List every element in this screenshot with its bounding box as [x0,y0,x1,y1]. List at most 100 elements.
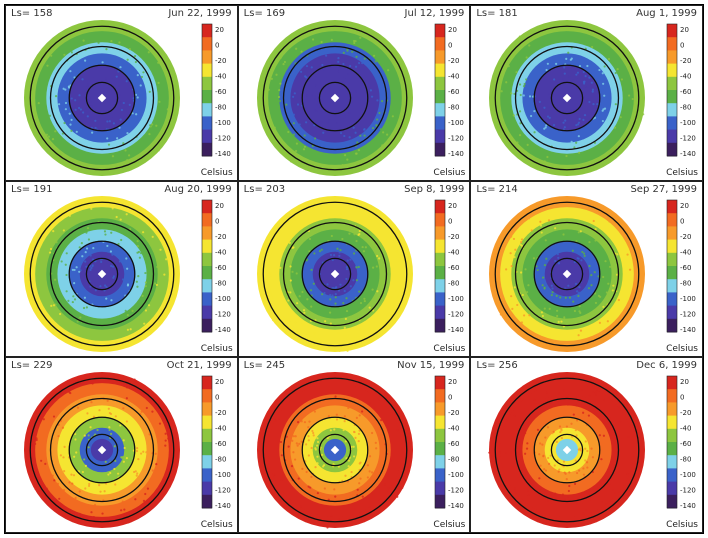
data-speckle [78,490,81,493]
data-speckle [339,283,342,286]
data-speckle [101,61,104,64]
data-speckle [307,454,310,457]
data-speckle [98,115,101,118]
colorbar-unit: Celsius [666,168,698,178]
data-speckle [312,252,316,255]
data-speckle [320,63,324,67]
data-speckle [539,100,542,104]
data-speckle [135,449,139,453]
data-speckle [519,93,523,97]
data-speckle [54,95,58,98]
data-speckle [332,488,336,491]
colorbar-tick-label: -40 [215,249,226,257]
colorbar-unit: Celsius [666,344,698,354]
data-speckle [94,289,97,292]
data-speckle [348,111,351,114]
data-speckle [570,80,573,83]
data-speckle [32,272,35,275]
data-speckle [38,479,41,482]
data-speckle [500,90,504,93]
colorbar-segment [434,415,445,430]
data-speckle [307,435,310,438]
data-speckle [56,482,60,485]
data-speckle [594,391,597,395]
colorbar-tick-label: -80 [680,104,691,112]
data-speckle [558,468,561,471]
data-speckle [328,311,331,314]
data-speckle [387,148,390,151]
data-speckle [308,237,311,241]
data-speckle [76,406,80,409]
data-speckle [528,217,531,220]
latitude-circle [68,240,136,308]
data-speckle [385,239,388,243]
data-speckle [92,515,95,519]
data-speckle [383,483,386,486]
data-speckle [339,212,342,215]
latitude-circle [515,397,620,503]
data-speckle [592,103,595,106]
data-speckle [89,426,92,429]
data-speckle [327,415,330,418]
data-speckle [84,487,87,490]
data-speckle [74,438,77,441]
data-speckle [98,484,101,487]
colorbar-segment [202,468,212,483]
data-speckle [149,124,152,127]
colorbar-tick-label: -140 [215,502,231,510]
data-speckle [623,312,626,316]
data-speckle [157,149,160,152]
data-speckle [70,51,73,54]
colorbar-frame [667,199,678,333]
data-speckle [359,512,362,515]
data-speckle [556,309,559,312]
colorbar-segment [667,37,678,51]
data-speckle [547,456,550,460]
latitude-circle [551,81,584,115]
data-speckle [320,120,323,124]
data-speckle [542,455,545,458]
data-speckle [332,428,336,431]
data-speckle [617,405,621,408]
data-speckle [528,314,531,317]
data-speckle [332,287,335,290]
data-speckle [590,284,593,287]
data-speckle [505,451,508,455]
data-speckle [84,464,88,467]
data-speckle [345,297,348,300]
data-speckle [300,420,303,423]
data-speckle [618,298,621,302]
data-speckle [280,479,283,482]
colorbar-tick-label: 20 [215,202,224,210]
data-speckle [63,445,66,448]
data-speckle [562,493,565,496]
data-speckle [375,290,379,293]
data-speckle [45,133,49,136]
data-speckle [618,41,621,44]
latitude-circle [29,25,175,171]
data-speckle [89,100,92,104]
latitude-circle [49,45,155,151]
data-speckle [27,284,30,287]
data-speckle [115,215,118,219]
data-speckle [379,419,382,422]
data-speckle [358,328,361,331]
data-speckle [522,385,525,388]
data-speckle [35,468,39,471]
data-speckle [104,233,107,236]
data-speckle [399,239,402,242]
data-speckle [59,454,62,457]
ls-label: Ls= 256 [476,360,518,371]
data-speckle [109,432,113,435]
data-speckle [84,250,87,254]
data-speckle [349,285,352,288]
data-speckle [499,287,503,290]
data-speckle [76,320,79,323]
data-speckle [58,497,61,500]
colorbar-frame [201,23,213,157]
data-speckle [580,449,583,452]
colorbar-tick-label: -20 [448,57,459,65]
data-speckle [626,253,630,256]
data-speckle [123,508,126,511]
data-speckle [574,205,577,208]
